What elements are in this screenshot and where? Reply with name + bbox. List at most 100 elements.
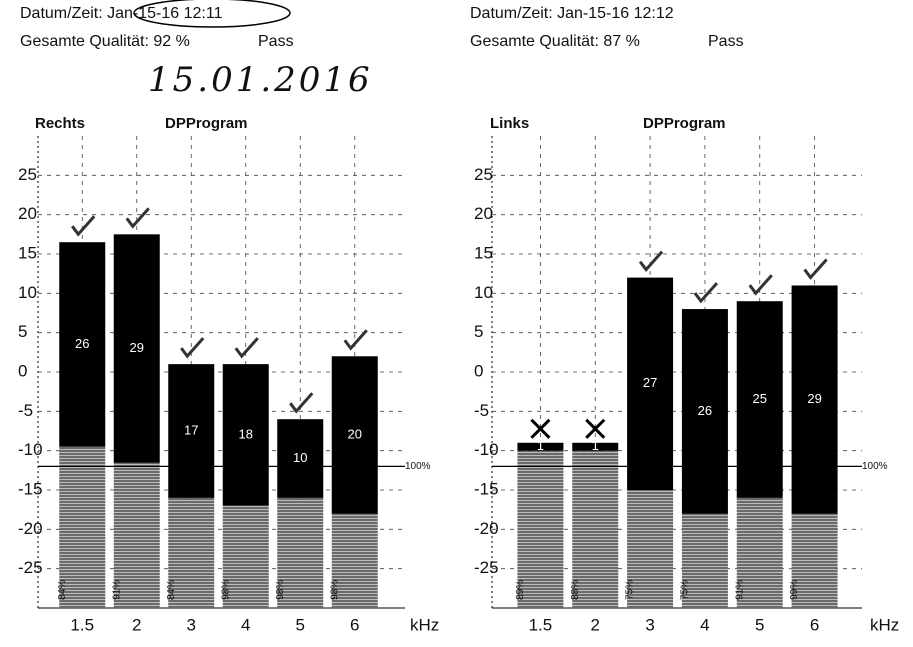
y-tick-label: -10 [474,440,499,459]
y-tick-label: 5 [18,322,27,341]
quality-label: 91% [111,580,122,600]
dp-bar [791,285,838,514]
quality-label: 75% [680,580,691,600]
quality-label: 98% [275,580,286,600]
circle-annotation [133,0,291,28]
x-tick-label: 1.5 [529,615,553,634]
y-tick-label: 0 [18,361,27,380]
quality-label: 84% [57,580,68,600]
snr-label: 20 [348,426,362,441]
noise-bar [222,505,269,608]
result: Pass [708,33,744,50]
check-mark [180,337,205,359]
quality: Gesamte Qualität: 87 % [470,33,640,50]
quality-label: 99% [789,580,800,600]
x-axis-label: kHz [870,615,899,634]
check-mark [234,337,259,359]
y-tick-label: -20 [474,519,499,538]
quality-label: 84% [166,580,177,600]
datetime: Datum/Zeit: Jan-15-16 12:12 [470,5,674,22]
y-tick-label: -5 [474,401,489,420]
snr-label: 27 [643,375,657,390]
snr-label: 18 [239,426,253,441]
noise-bar [791,513,838,608]
dp-bar [736,301,783,498]
snr-label: 26 [75,336,89,351]
dp-bar [681,309,728,514]
noise-bar [681,513,728,608]
x-axis-label: kHz [410,615,439,634]
snr-label: 10 [293,450,307,465]
noise-bar [736,497,783,608]
y-tick-label: 10 [18,283,37,302]
check-mark [71,215,96,237]
reference-label: 100% [405,461,431,472]
dp-bar [572,442,619,451]
check-mark [343,329,368,351]
x-tick-label: 3 [187,615,196,634]
check-mark [125,207,150,229]
noise-bar [59,446,106,608]
noise-bar [277,497,324,608]
snr-label: 26 [698,403,712,418]
check-mark [803,258,828,280]
reference-label: 100% [862,461,888,472]
cross-mark [530,418,551,439]
x-tick-label: 2 [132,615,141,634]
snr-label: 25 [753,391,767,406]
ear-label: Rechts [35,115,85,132]
noise-bar [627,490,674,608]
dp-bar [331,356,378,514]
y-tick-label: -25 [18,558,43,577]
y-tick-label: 0 [474,361,483,380]
snr-label: 17 [184,422,198,437]
y-tick-label: 20 [474,204,493,223]
result: Pass [258,33,294,50]
y-tick-label: -15 [474,479,499,498]
y-tick-label: 15 [474,243,493,262]
quality-label: 98% [220,580,231,600]
x-tick-label: 6 [810,615,819,634]
check-mark [638,250,664,272]
handwritten-date: 15.01.2016 [148,60,373,100]
x-tick-label: 3 [645,615,654,634]
y-tick-label: -15 [18,479,43,498]
snr-label: 1 [537,438,544,453]
dp-bar [222,364,269,506]
snr-label: 1 [592,438,599,453]
noise-bar [331,513,378,608]
quality: Gesamte Qualität: 92 % [20,33,190,50]
dp-bar [277,419,324,498]
quality-label: 98% [329,580,340,600]
dp-bar [517,442,564,451]
dp-bar [113,234,160,463]
y-tick-label: 10 [474,283,493,302]
y-tick-label: 25 [18,165,37,184]
check-mark [693,282,719,304]
y-tick-label: -5 [18,401,33,420]
y-tick-label: 5 [474,322,483,341]
quality-label: 88% [570,580,581,600]
dp-bar [627,277,674,490]
cross-mark [585,418,606,439]
chart-title: DPProgram [643,115,726,132]
y-tick-label: 15 [18,243,37,262]
check-mark [289,392,314,414]
quality-label: 89% [515,580,526,600]
x-tick-label: 4 [700,615,709,634]
quality-label: 75% [625,580,636,600]
y-tick-label: -25 [474,558,499,577]
y-tick-label: 20 [18,204,37,223]
datetime: Datum/Zeit: Jan-15-16 12:11 [20,5,223,22]
chart-title: DPProgram [165,115,248,132]
x-tick-label: 5 [755,615,764,634]
x-tick-label: 2 [591,615,600,634]
noise-bar [572,450,619,608]
y-tick-label: -10 [18,440,43,459]
x-tick-label: 1.5 [70,615,94,634]
y-tick-label: -20 [18,519,43,538]
snr-label: 29 [807,391,821,406]
noise-bar [517,450,564,608]
quality-label: 91% [734,580,745,600]
